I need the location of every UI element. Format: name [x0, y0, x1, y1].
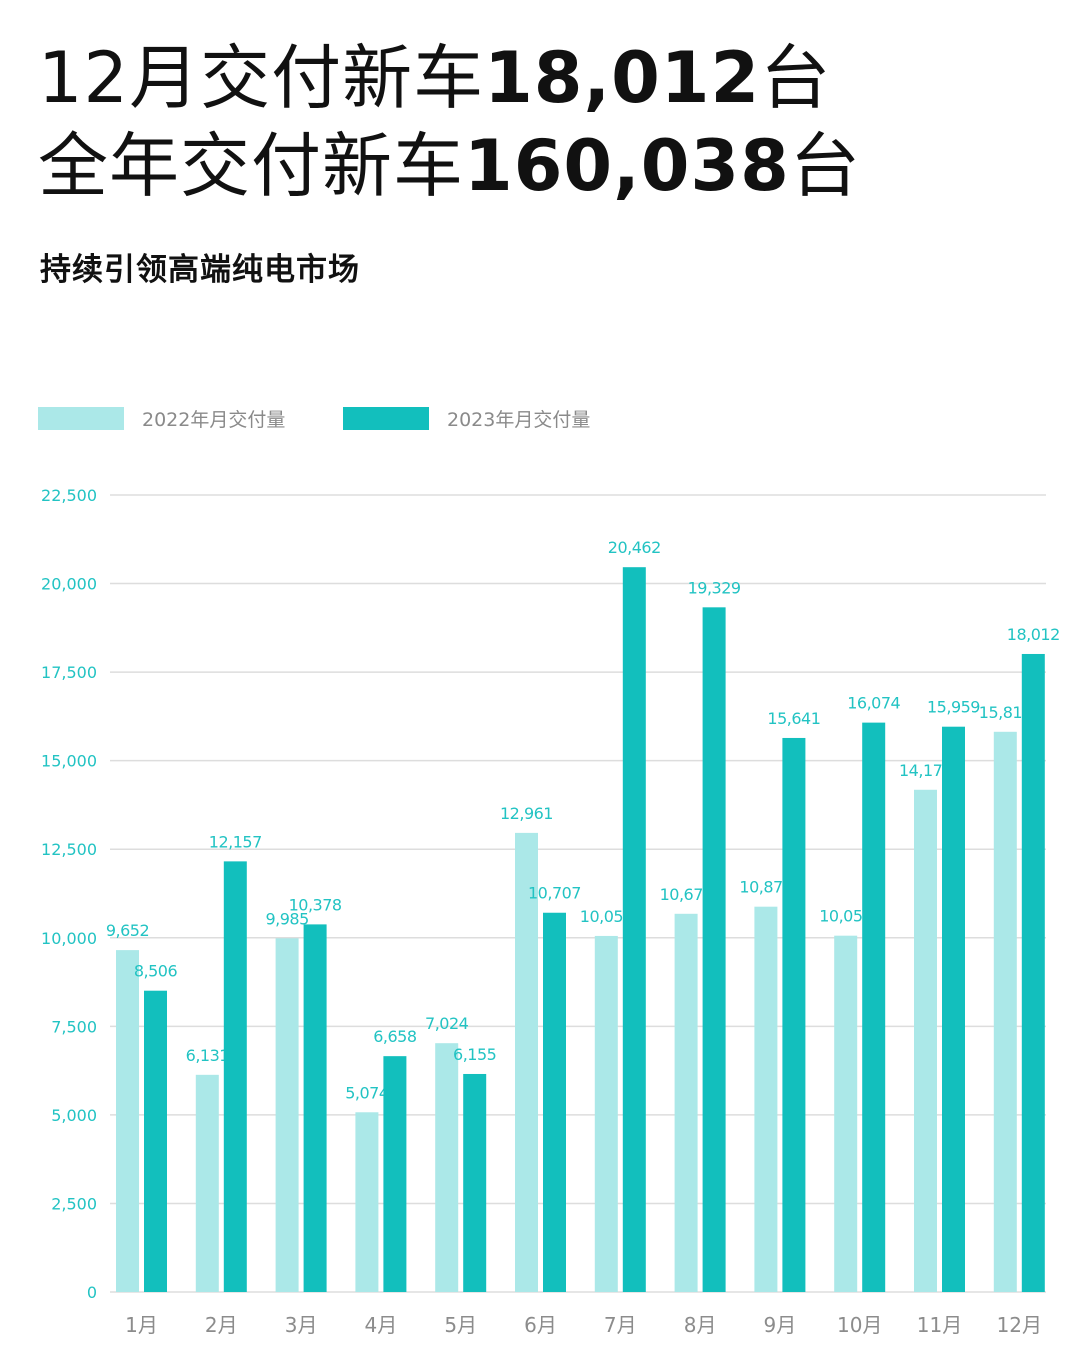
- legend-swatch-2023: [343, 406, 429, 430]
- x-tick-label: 7月: [604, 1313, 637, 1337]
- x-tick-label: 12月: [997, 1313, 1042, 1337]
- subtitle: 持续引领高端纯电市场: [40, 252, 360, 288]
- data-label: 6,155: [453, 1045, 496, 1064]
- bar-2023: [383, 1056, 407, 1292]
- headline-1-number: 18,012: [484, 37, 761, 119]
- headline-1-prefix: 12月交付新车: [38, 37, 485, 119]
- data-label: 15,959: [927, 698, 980, 717]
- x-tick-label: 3月: [285, 1313, 318, 1337]
- headline-2-suffix: 台: [789, 125, 861, 207]
- x-tick-label: 5月: [444, 1313, 477, 1337]
- data-label: 6,658: [373, 1027, 417, 1046]
- bar-2022: [754, 906, 778, 1292]
- headline-december-deliveries: 12月交付新车18,012台: [38, 38, 831, 118]
- data-label: 9,985: [265, 909, 308, 928]
- bar-2023: [144, 990, 167, 1292]
- data-label: 5,074: [345, 1083, 389, 1102]
- data-label: 8,506: [134, 962, 178, 981]
- bar-2022: [435, 1043, 459, 1292]
- data-label: 10,059: [819, 907, 872, 926]
- x-tick-label: 6月: [524, 1313, 557, 1337]
- headline-2-number: 160,038: [464, 125, 790, 207]
- data-label: 19,329: [688, 578, 741, 597]
- legend-label-2022: 2022年月交付量: [142, 408, 286, 431]
- bar-2023: [223, 861, 247, 1292]
- bar-2023: [622, 567, 646, 1292]
- bar-2022: [355, 1112, 379, 1292]
- x-tick-label: 1月: [125, 1313, 158, 1337]
- y-tick-label: 5,000: [51, 1106, 97, 1125]
- data-label: 18,012: [1007, 625, 1060, 644]
- legend-item-2022: 2022年月交付量: [38, 405, 285, 431]
- bar-2023: [702, 607, 726, 1292]
- bar-2022: [674, 913, 698, 1292]
- bar-2023: [942, 726, 965, 1292]
- bar-2023: [782, 737, 806, 1292]
- x-tick-label: 2月: [205, 1313, 238, 1337]
- x-tick-label: 8月: [684, 1313, 717, 1337]
- y-tick-label: 22,500: [41, 486, 97, 505]
- data-label: 10,878: [739, 878, 792, 897]
- y-tick-label: 20,000: [41, 575, 97, 594]
- y-tick-label: 2,500: [51, 1194, 97, 1213]
- y-tick-label: 10,000: [41, 929, 97, 948]
- bar-2022: [594, 935, 618, 1292]
- data-label: 12,157: [209, 832, 262, 851]
- bar-2023: [862, 722, 886, 1292]
- bar-2022: [275, 938, 299, 1292]
- x-tick-label: 10月: [837, 1313, 882, 1337]
- headline-1-suffix: 台: [760, 37, 832, 119]
- y-tick-label: 0: [87, 1283, 97, 1302]
- headline-2-prefix: 全年交付新车: [38, 125, 464, 207]
- headline-annual-deliveries: 全年交付新车160,038台: [38, 126, 861, 206]
- data-label: 10,707: [528, 884, 581, 903]
- legend-swatch-2022: [38, 406, 124, 430]
- data-label: 7,024: [425, 1014, 469, 1033]
- bar-chart: 0 2,500 5,000 7,500 10,000 12,500 15,000 17,500…: [41, 486, 1060, 1337]
- y-tick-label: 7,500: [51, 1017, 97, 1036]
- y-tick-label: 17,500: [41, 663, 97, 682]
- bar-2022: [515, 832, 538, 1292]
- data-label: 10,677: [660, 885, 713, 904]
- bar-2022: [914, 789, 937, 1292]
- legend-item-2023: 2023年月交付量: [343, 405, 590, 431]
- data-label: 20,462: [608, 538, 661, 557]
- bar-2023: [303, 924, 327, 1292]
- data-label: 6,131: [186, 1046, 229, 1065]
- y-tick-label: 15,000: [41, 752, 97, 771]
- bar-2022: [993, 731, 1017, 1292]
- bar-2022: [834, 935, 858, 1292]
- data-label: 9,652: [106, 921, 149, 940]
- legend-label-2023: 2023年月交付量: [447, 408, 591, 431]
- data-label: 15,641: [767, 709, 820, 728]
- bar-2023: [463, 1073, 487, 1292]
- x-tick-label: 4月: [365, 1313, 398, 1337]
- bar-2023: [1021, 653, 1045, 1292]
- data-label: 14,178: [899, 761, 952, 780]
- data-label: 10,052: [580, 907, 633, 926]
- x-tick-label: 9月: [764, 1313, 797, 1337]
- data-label: 15,815: [979, 703, 1032, 722]
- bar-2022: [195, 1074, 219, 1292]
- data-label: 16,074: [847, 694, 900, 713]
- data-label: 10,378: [289, 895, 342, 914]
- data-label: 12,961: [500, 804, 553, 823]
- x-tick-label: 11月: [917, 1313, 962, 1337]
- y-tick-label: 12,500: [41, 840, 97, 859]
- bar-2023: [543, 912, 566, 1292]
- bar-2022: [116, 950, 139, 1292]
